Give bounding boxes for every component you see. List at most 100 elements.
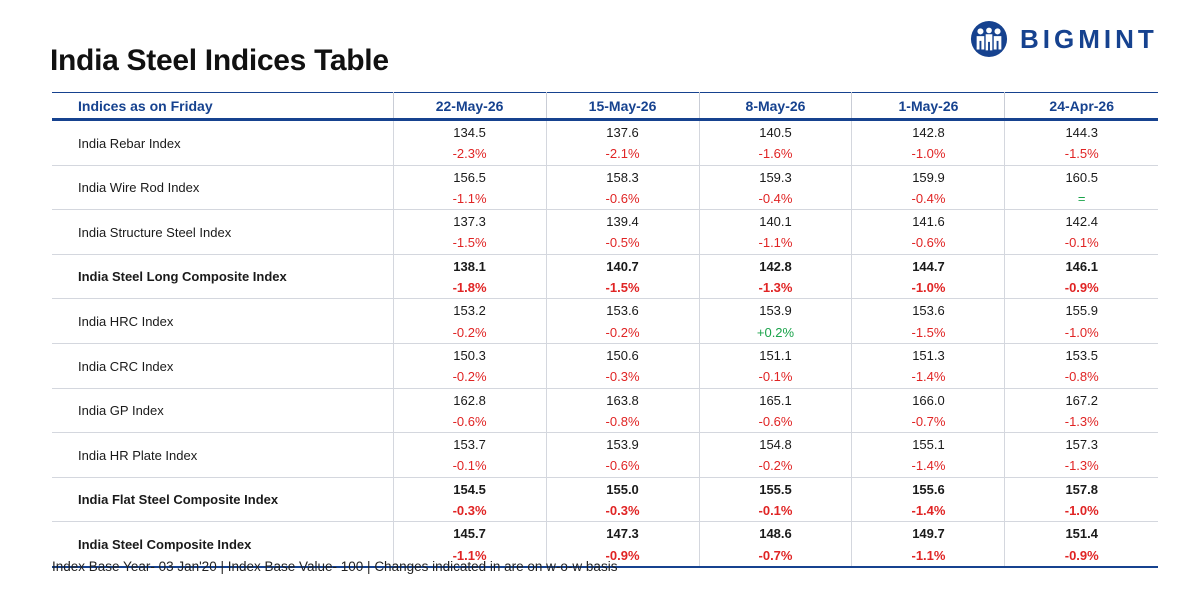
- column-header-date: 8-May-26: [699, 92, 853, 121]
- table-row-change: -0.6% -0.8% -0.6% -0.7% -1.3%: [52, 410, 1158, 434]
- table-row: India Structure Steel Index 137.3 139.4 140…: [52, 209, 1158, 255]
- index-change-cell: -0.6%: [546, 187, 700, 211]
- index-name-cell: India Rebar Index: [52, 119, 394, 166]
- index-change-cell: -1.0%: [1004, 500, 1158, 523]
- index-value-cell: 157.8: [1065, 481, 1098, 497]
- index-name-cell: India Flat Steel Composite Index: [52, 477, 394, 523]
- index-value-cell: 153.9: [699, 298, 853, 322]
- index-value-cell: 158.3: [546, 165, 700, 188]
- column-header-date: 15-May-26: [546, 92, 700, 121]
- index-value-cell: 142.8: [699, 254, 853, 278]
- index-value-cell: 139.4: [546, 209, 700, 233]
- index-name-cell: India CRC Index: [52, 343, 394, 389]
- column-header-date: 1-May-26: [851, 92, 1006, 121]
- logo-text: BIGMINT: [1020, 23, 1158, 54]
- index-change-cell: -0.5%: [546, 232, 700, 255]
- index-value-cell: 145.7: [393, 521, 547, 545]
- index-change-cell: -1.5%: [851, 321, 1006, 344]
- index-change-cell: -0.1%: [699, 500, 853, 523]
- column-header-date: 24-Apr-26: [1004, 92, 1158, 121]
- index-change-cell: -0.4%: [851, 187, 1006, 211]
- index-name-cell: India Structure Steel Index: [52, 209, 394, 255]
- index-change-cell: +0.2%: [699, 321, 853, 344]
- index-value-cell: 155.6: [851, 477, 1006, 501]
- index-value-cell: 155.1: [851, 432, 1006, 456]
- index-change-cell: -1.8%: [393, 277, 547, 300]
- table-row-change: -0.2% -0.3% -0.1% -1.4% -0.8%: [52, 366, 1158, 389]
- index-change-cell: -0.9%: [1004, 277, 1158, 300]
- index-change-cell: -0.3%: [546, 500, 700, 523]
- index-change-cell: -0.6%: [546, 455, 700, 478]
- index-value-cell: 159.9: [851, 165, 1006, 188]
- index-value-cell: 153.7: [393, 432, 547, 456]
- index-change-cell: -0.2%: [546, 321, 700, 344]
- index-change-cell: =: [1004, 187, 1158, 211]
- index-change-cell: -0.2%: [699, 455, 853, 478]
- index-change-cell: -1.0%: [1004, 321, 1158, 344]
- index-value-cell: 165.1: [699, 388, 853, 411]
- index-value-cell: 153.9: [546, 432, 700, 456]
- index-value-cell: 153.6: [546, 298, 700, 322]
- index-value-cell: 142.8: [851, 119, 1006, 144]
- index-change-cell: -1.1%: [699, 232, 853, 255]
- index-value-cell: 137.6: [546, 119, 700, 144]
- index-change-cell: -0.7%: [699, 544, 853, 568]
- index-value-cell: 155.5: [699, 477, 853, 501]
- brand-logo: BIGMINT: [970, 20, 1158, 58]
- index-value-cell: 140.1: [699, 209, 853, 233]
- table-row: India HRC Index 153.2 153.6 153.9 153.6 155.9: [52, 298, 1158, 344]
- index-change-cell: -1.4%: [851, 455, 1006, 478]
- index-value-cell: 167.2: [1065, 392, 1098, 408]
- index-value-cell: 148.6: [699, 521, 853, 545]
- index-value-cell: 144.3: [1065, 125, 1098, 140]
- index-change-cell: -1.4%: [851, 366, 1006, 389]
- indices-table: Indices as on Friday 22-May-26 15-May-26…: [52, 92, 1158, 568]
- index-change-cell: -1.1%: [393, 544, 547, 568]
- table-row-change: -1.5% -0.5% -1.1% -0.6% -0.1%: [52, 232, 1158, 255]
- indices-table-container: Indices as on Friday 22-May-26 15-May-26…: [52, 92, 1158, 568]
- index-value-cell: 151.3: [851, 343, 1006, 367]
- index-value-cell: 154.8: [699, 432, 853, 456]
- table-header-row: Indices as on Friday 22-May-26 15-May-26…: [52, 92, 1158, 121]
- index-change-cell: -0.6%: [393, 410, 547, 434]
- index-change-cell: -0.6%: [699, 410, 853, 434]
- table-row: India Flat Steel Composite Index 154.5 155…: [52, 477, 1158, 523]
- index-change-cell: -1.5%: [1004, 143, 1158, 166]
- table-row: India Wire Rod Index 156.5 158.3 159.3 159.9…: [52, 165, 1158, 211]
- page-title: India Steel Indices Table: [50, 44, 389, 77]
- index-change-cell: -1.3%: [1004, 410, 1158, 434]
- table-row: India HR Plate Index 153.7 153.9 154.8 155.1…: [52, 432, 1158, 478]
- index-change-cell: -0.2%: [393, 366, 547, 389]
- index-change-cell: -0.2%: [393, 321, 547, 344]
- index-change-cell: -1.5%: [546, 277, 700, 300]
- index-change-cell: -0.9%: [546, 544, 700, 568]
- index-change-cell: -0.1%: [1004, 232, 1158, 255]
- table-row-change: -2.3% -2.1% -1.6% -1.0% -1.5%: [52, 143, 1158, 166]
- column-header-indices: Indices as on Friday: [52, 92, 394, 121]
- index-value-cell: 150.6: [546, 343, 700, 367]
- index-change-cell: -1.3%: [699, 277, 853, 300]
- index-change-cell: -2.3%: [393, 143, 547, 166]
- index-value-cell: 155.9: [1065, 303, 1098, 319]
- index-value-cell: 144.7: [851, 254, 1006, 278]
- table-row-change: -1.1% -0.9% -0.7% -1.1% -0.9%: [52, 544, 1158, 568]
- index-change-cell: -0.3%: [393, 500, 547, 523]
- index-value-cell: 147.3: [546, 521, 700, 545]
- table-body: India Rebar Index 134.5 137.6 140.5 142.8 144…: [52, 119, 1158, 568]
- index-change-cell: -1.5%: [393, 232, 547, 255]
- table-row: India GP Index 162.8 163.8 165.1 166.0 167.2: [52, 388, 1158, 434]
- index-value-cell: 149.7: [851, 521, 1006, 545]
- index-value-cell: 140.7: [546, 254, 700, 278]
- table-row-change: -0.1% -0.6% -0.2% -1.4% -1.3%: [52, 455, 1158, 478]
- index-value-cell: 146.1: [1065, 258, 1098, 274]
- index-value-cell: 153.6: [851, 298, 1006, 322]
- index-value-cell: 163.8: [546, 388, 700, 411]
- index-value-cell: 141.6: [851, 209, 1006, 233]
- index-change-cell: -2.1%: [546, 143, 700, 166]
- index-change-cell: -0.9%: [1004, 544, 1158, 568]
- index-change-cell: -1.6%: [699, 143, 853, 166]
- index-value-cell: 155.0: [546, 477, 700, 501]
- index-change-cell: -1.0%: [851, 143, 1006, 166]
- index-value-cell: 137.3: [393, 209, 547, 233]
